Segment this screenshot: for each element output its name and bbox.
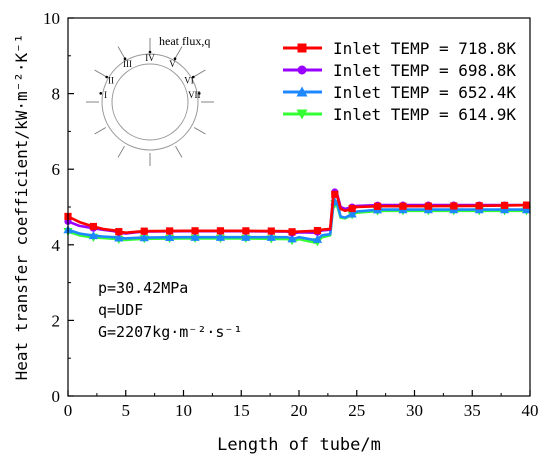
data-point-marker	[287, 234, 297, 243]
data-point-marker	[522, 201, 531, 209]
data-point-marker	[139, 233, 149, 242]
data-point-marker	[216, 227, 225, 235]
data-point-marker	[267, 227, 275, 235]
heat-flux-arrow	[94, 127, 107, 135]
legend-label: Inlet TEMP = 698.8K	[333, 61, 516, 80]
y-tick-label: 6	[52, 160, 61, 179]
y-tick-label: 8	[52, 85, 61, 104]
sector-label: V	[169, 59, 176, 69]
x-axis: 0 5 10 15 20 25 30 35 40	[64, 390, 539, 420]
data-point-marker	[424, 202, 432, 210]
data-point-marker	[114, 233, 124, 242]
x-tick-label: 20	[291, 401, 308, 420]
condition-text: q=UDF	[98, 301, 143, 319]
sector-point	[148, 50, 152, 54]
legend: Inlet TEMP = 718.8K Inlet TEMP = 698.8K In…	[283, 39, 516, 124]
data-point-marker	[348, 204, 356, 213]
legend-label: Inlet TEMP = 718.8K	[333, 39, 516, 58]
x-tick-label: 35	[464, 401, 481, 420]
y-tick-label: 0	[52, 387, 61, 406]
y-tick-label: 2	[52, 311, 61, 330]
sector-point	[192, 75, 195, 79]
sector-point	[197, 92, 201, 95]
heat-flux-arrow	[117, 46, 125, 59]
y-axis: 0 2 4 6 8 10	[43, 9, 74, 406]
data-point-marker	[88, 230, 99, 240]
sector-point	[99, 92, 103, 95]
data-point-marker	[266, 232, 276, 241]
y-tick-label: 10	[43, 9, 60, 28]
sector-label: II	[108, 76, 114, 86]
y-tick-label: 4	[52, 236, 61, 255]
data-point-marker	[288, 228, 296, 236]
sector-point	[123, 57, 127, 60]
data-point-marker	[313, 226, 322, 235]
legend-marker	[296, 109, 308, 120]
x-tick-label: 5	[122, 401, 131, 420]
heat-flux-arrow	[175, 145, 183, 158]
tube-inner-wall	[111, 63, 189, 141]
series-line	[67, 189, 530, 235]
data-point-marker	[450, 202, 458, 210]
legend-label: Inlet TEMP = 614.9K	[333, 105, 516, 124]
heat-flux-arrow	[193, 127, 206, 135]
condition-text: p=30.42MPa	[98, 279, 188, 297]
x-tick-label: 0	[64, 401, 73, 420]
data-point-marker	[399, 202, 407, 210]
data-point-marker	[140, 227, 148, 235]
condition-text: G=2207kg·m⁻²·s⁻¹	[98, 323, 243, 341]
data-point-marker	[521, 205, 532, 214]
sector-label: I	[104, 90, 107, 100]
series-line	[67, 192, 531, 234]
sector-point	[173, 57, 177, 60]
data-point-marker	[191, 227, 199, 235]
legend-marker	[296, 86, 308, 97]
x-tick-label: 30	[406, 401, 423, 420]
heat-flux-arrow	[94, 69, 107, 77]
data-point-marker	[373, 202, 382, 210]
data-point-marker	[499, 205, 510, 214]
data-point-marker	[475, 202, 483, 210]
data-point-marker	[331, 190, 339, 198]
data-point-marker	[241, 232, 251, 241]
legend-marker	[297, 43, 307, 53]
y-axis-label: Heat transfer coefficient/kW·m⁻²·K⁻¹	[12, 34, 31, 381]
sector-label: III	[123, 59, 132, 69]
x-tick-label: 15	[233, 401, 250, 420]
legend-marker	[297, 65, 307, 75]
heat-flux-arrow	[117, 145, 125, 158]
sector-label: VI	[184, 76, 194, 86]
x-tick-label: 10	[175, 401, 192, 420]
sector-point	[105, 75, 108, 79]
data-point-marker	[215, 232, 226, 241]
data-point-marker	[242, 227, 250, 235]
sector-label: VII	[188, 90, 201, 100]
x-axis-label: Length of tube/m	[217, 435, 381, 455]
series-line	[67, 200, 530, 242]
series-group	[64, 188, 531, 237]
data-point-marker	[347, 209, 357, 218]
data-point-marker	[190, 232, 200, 241]
data-point-marker	[115, 228, 123, 236]
conditions-annotation: p=30.42MPa q=UDF G=2207kg·m⁻²·s⁻¹	[98, 279, 243, 341]
tube-outer-wall	[101, 53, 199, 151]
legend-label: Inlet TEMP = 652.4K	[333, 83, 516, 102]
data-point-marker	[166, 227, 174, 235]
data-point-marker	[89, 222, 98, 231]
heat-flux-label: heat flux,q	[159, 34, 210, 48]
data-point-marker	[165, 232, 175, 241]
series-group	[64, 190, 531, 236]
heat-flux-arrow	[175, 46, 183, 59]
series-layer	[63, 188, 532, 247]
sector-label: IV	[145, 53, 155, 63]
x-tick-label: 25	[348, 401, 365, 420]
x-tick-label: 40	[522, 401, 539, 420]
data-point-marker	[500, 201, 509, 210]
data-point-marker	[312, 234, 323, 243]
heat-flux-arrow	[193, 69, 206, 77]
